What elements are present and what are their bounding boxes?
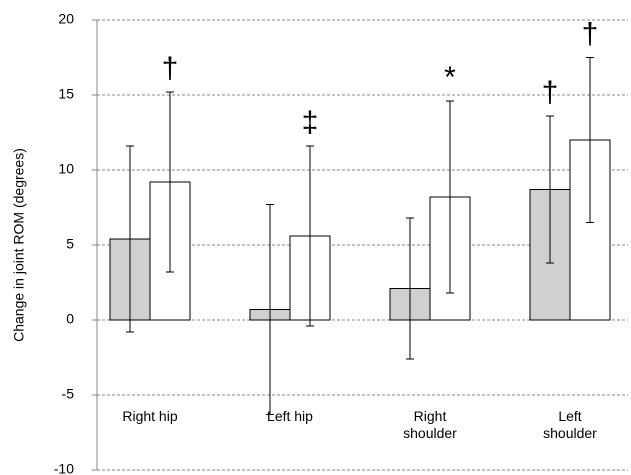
annotation: *	[444, 61, 456, 94]
y-axis-title: Change in joint ROM (degrees)	[11, 148, 27, 342]
x-tick-label: Right hip	[122, 408, 178, 424]
annotation: †	[582, 17, 599, 50]
annotation: †	[162, 52, 179, 85]
y-tick-label: -5	[62, 386, 75, 402]
y-tick-label: 20	[58, 11, 74, 27]
x-tick-label: Right shoulder	[403, 408, 457, 441]
y-tick-label: 15	[58, 86, 74, 102]
annotation: ‡	[302, 106, 319, 139]
y-tick-label: 5	[66, 236, 74, 252]
y-tick-label: 10	[58, 161, 74, 177]
annotation: †	[542, 76, 559, 109]
x-tick-label: Left hip	[267, 408, 313, 424]
y-tick-label: 0	[66, 311, 74, 327]
x-tick-label: Left shoulder	[543, 408, 597, 441]
y-tick-label: -10	[54, 461, 74, 475]
